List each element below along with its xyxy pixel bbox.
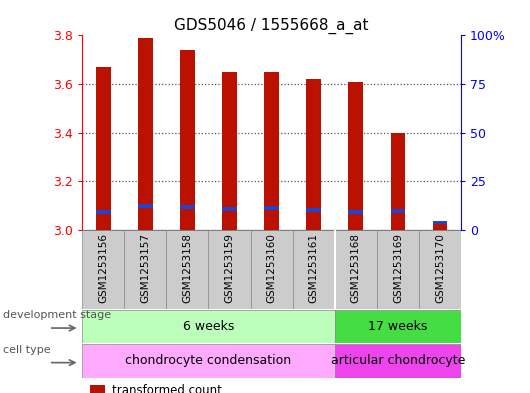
Text: 6 weeks: 6 weeks	[183, 320, 234, 333]
Bar	[180, 205, 195, 209]
Bar	[293, 230, 335, 309]
Bar	[90, 385, 105, 393]
Text: GSM1253158: GSM1253158	[182, 233, 192, 303]
Bar	[391, 209, 405, 213]
Text: cell type: cell type	[3, 345, 50, 355]
Bar	[432, 222, 447, 230]
Bar	[419, 230, 461, 309]
Text: transformed count: transformed count	[112, 384, 223, 393]
Bar	[208, 230, 251, 309]
Bar	[138, 38, 153, 230]
Text: GSM1253160: GSM1253160	[267, 233, 277, 303]
Bar	[82, 230, 124, 309]
Bar	[306, 79, 321, 230]
Bar	[348, 210, 363, 214]
Text: development stage: development stage	[3, 310, 111, 321]
Bar	[222, 72, 237, 230]
Bar	[264, 206, 279, 210]
Text: GSM1253156: GSM1253156	[98, 233, 108, 303]
Text: GSM1253168: GSM1253168	[351, 233, 361, 303]
Bar	[335, 310, 461, 343]
Bar	[306, 208, 321, 212]
Bar	[432, 220, 447, 224]
Text: GSM1253170: GSM1253170	[435, 233, 445, 303]
Bar	[391, 132, 405, 230]
Bar	[335, 230, 377, 309]
Text: GSM1253159: GSM1253159	[225, 233, 234, 303]
Bar	[377, 230, 419, 309]
Bar	[166, 230, 208, 309]
Bar	[222, 207, 237, 211]
Text: 17 weeks: 17 weeks	[368, 320, 428, 333]
Bar	[96, 67, 111, 230]
Text: articular chondrocyte: articular chondrocyte	[331, 354, 465, 367]
Bar	[335, 344, 461, 378]
Text: GSM1253169: GSM1253169	[393, 233, 403, 303]
Text: chondrocyte condensation: chondrocyte condensation	[126, 354, 292, 367]
Bar	[124, 230, 166, 309]
Bar	[82, 310, 335, 343]
Bar	[348, 82, 363, 230]
Bar	[264, 72, 279, 230]
Text: GSM1253161: GSM1253161	[309, 233, 319, 303]
Title: GDS5046 / 1555668_a_at: GDS5046 / 1555668_a_at	[174, 18, 369, 34]
Text: GSM1253157: GSM1253157	[140, 233, 151, 303]
Bar	[96, 210, 111, 214]
Bar	[180, 50, 195, 230]
Bar	[251, 230, 293, 309]
Bar	[138, 204, 153, 208]
Bar	[82, 344, 335, 378]
